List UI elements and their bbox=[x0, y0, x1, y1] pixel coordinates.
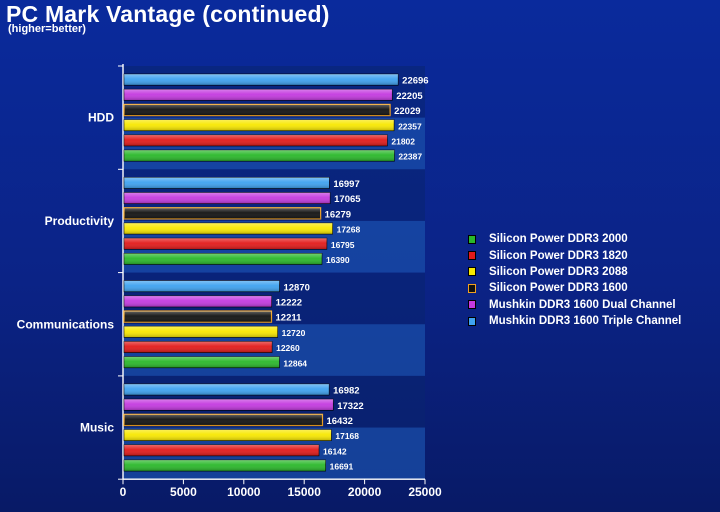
bar-gloss bbox=[124, 207, 321, 219]
bar-value-label: 16691 bbox=[330, 462, 354, 472]
chart-legend: Silicon Power DDR3 2000 Silicon Power DDR… bbox=[468, 231, 681, 329]
bar-gloss bbox=[124, 74, 399, 86]
bar-value-label: 17268 bbox=[337, 225, 361, 235]
legend-item: Silicon Power DDR3 1600 bbox=[468, 280, 681, 296]
legend-swatch bbox=[468, 234, 476, 244]
bar-gloss bbox=[124, 295, 272, 307]
bar-gloss bbox=[124, 356, 280, 368]
bar-value-label: 16432 bbox=[326, 416, 352, 427]
bar-value-label: 22357 bbox=[398, 121, 422, 131]
legend-swatch bbox=[468, 316, 476, 326]
legend-item: Silicon Power DDR3 1820 bbox=[468, 247, 681, 263]
bar-gloss bbox=[124, 119, 395, 131]
bar-gloss bbox=[124, 383, 330, 396]
bar-gloss bbox=[124, 341, 273, 353]
bar-gloss bbox=[124, 444, 319, 456]
legend-label: Mushkin DDR3 1600 Triple Channel bbox=[489, 315, 682, 328]
bar-value-label: 16390 bbox=[326, 255, 350, 265]
legend-label: Silicon Power DDR3 1820 bbox=[489, 249, 628, 262]
legend-swatch bbox=[468, 267, 476, 277]
bar-gloss bbox=[124, 429, 332, 441]
bar-value-label: 16279 bbox=[325, 209, 351, 220]
bar-value-label: 22205 bbox=[396, 91, 423, 102]
bar-gloss bbox=[124, 134, 388, 146]
bar-gloss bbox=[124, 459, 326, 472]
bar-gloss bbox=[124, 104, 391, 116]
bar-value-label: 16142 bbox=[323, 446, 347, 456]
legend-swatch bbox=[468, 300, 476, 310]
legend-label: Silicon Power DDR3 1600 bbox=[489, 282, 628, 295]
bar-value-label: 16997 bbox=[333, 179, 359, 190]
bar-value-label: 12870 bbox=[283, 282, 309, 293]
bar-value-label: 17065 bbox=[334, 194, 361, 205]
bar-value-label: 22696 bbox=[402, 76, 428, 87]
category-label: Communications bbox=[17, 317, 115, 331]
bar-value-label: 17322 bbox=[337, 401, 363, 412]
legend-swatch bbox=[468, 283, 476, 293]
x-tick-label: 15000 bbox=[288, 485, 322, 499]
bar-value-label: 16795 bbox=[331, 240, 355, 250]
legend-label: Silicon Power DDR3 2000 bbox=[489, 233, 628, 246]
bar-gloss bbox=[124, 311, 272, 323]
bar-gloss bbox=[124, 253, 322, 265]
bar-value-label: 22387 bbox=[398, 152, 422, 162]
bar-gloss bbox=[124, 414, 323, 426]
title-bar: PC Mark Vantage (continued) (higher=bett… bbox=[0, 0, 720, 40]
category-label: Productivity bbox=[45, 214, 115, 228]
bar-gloss bbox=[124, 150, 395, 162]
bar-value-label: 12211 bbox=[276, 313, 303, 324]
bar-value-label: 12222 bbox=[276, 298, 302, 309]
category-label: HDD bbox=[88, 111, 114, 125]
legend-item: Silicon Power DDR3 2088 bbox=[468, 264, 681, 280]
bar-value-label: 22029 bbox=[394, 106, 420, 117]
x-tick-label: 10000 bbox=[227, 485, 261, 499]
legend-item: Silicon Power DDR3 2000 bbox=[468, 231, 681, 247]
bar-gloss bbox=[124, 222, 333, 235]
category-label: Music bbox=[80, 421, 114, 435]
x-tick-label: 0 bbox=[120, 485, 127, 499]
bar-gloss bbox=[124, 238, 327, 250]
x-tick-label: 20000 bbox=[348, 485, 382, 499]
bar-gloss bbox=[124, 280, 280, 292]
legend-swatch bbox=[468, 251, 476, 261]
bar-value-label: 12260 bbox=[276, 343, 300, 353]
chart-subtitle: (higher=better) bbox=[8, 23, 86, 35]
bar-gloss bbox=[124, 326, 278, 338]
x-tick-label: 25000 bbox=[408, 485, 442, 499]
bar-value-label: 12720 bbox=[282, 328, 306, 338]
legend-item: Mushkin DDR3 1600 Dual Channel bbox=[468, 297, 681, 313]
legend-label: Silicon Power DDR3 2088 bbox=[489, 265, 628, 278]
bar-gloss bbox=[124, 399, 334, 411]
bar-gloss bbox=[124, 177, 330, 189]
bar-value-label: 21802 bbox=[391, 137, 415, 147]
bar-value-label: 12864 bbox=[283, 358, 307, 368]
x-tick-label: 5000 bbox=[170, 485, 197, 499]
bar-value-label: 17168 bbox=[335, 431, 359, 441]
legend-label: Mushkin DDR3 1600 Dual Channel bbox=[489, 298, 676, 311]
bar-value-label: 16982 bbox=[333, 386, 359, 397]
legend-item: Mushkin DDR3 1600 Triple Channel bbox=[468, 313, 681, 329]
bar-gloss bbox=[124, 89, 393, 101]
bar-gloss bbox=[124, 192, 331, 204]
chart-title: PC Mark Vantage (continued) bbox=[6, 1, 330, 27]
